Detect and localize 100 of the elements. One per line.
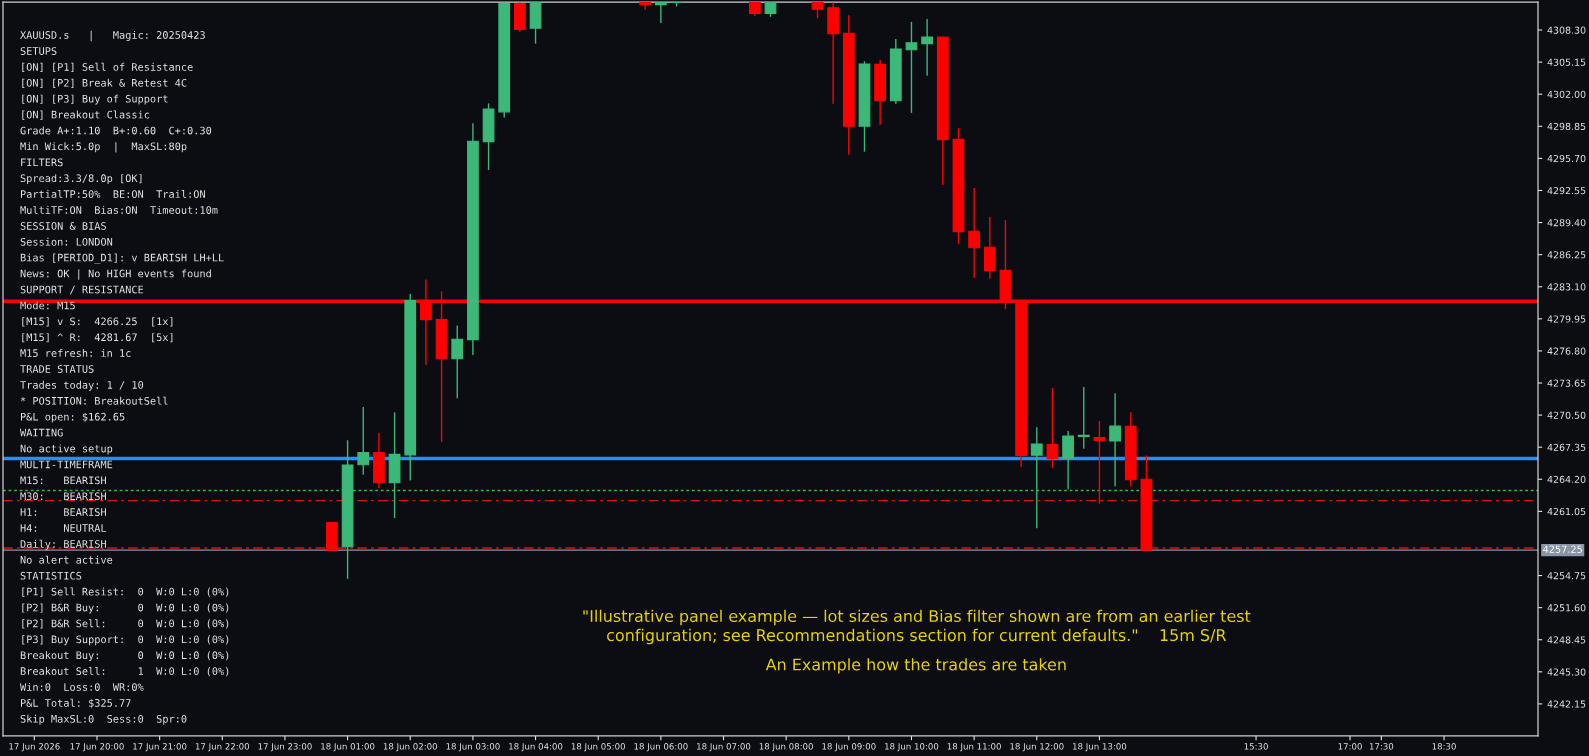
- annotation: WAITING: [20, 428, 63, 437]
- candlestick: [1046, 387, 1059, 469]
- annotation: P&L open: $162.65: [20, 412, 125, 423]
- x-tick-label: 18 Jun 09:00: [822, 743, 876, 752]
- x-tick-label: 18:30: [1432, 743, 1456, 750]
- annotation: [P1] Sell Resist: 0 W:0 L:0 (0%): [22, 587, 229, 597]
- annotation: PartialTP:50% BE:ON Trail:ON: [20, 190, 205, 199]
- annotation: News: OK | No HIGH events found: [20, 269, 211, 280]
- annotation: [P2] B&R Buy: 0 W:0 L:0 (0%): [22, 603, 229, 614]
- annotation: [ON] [P1] Sell of Resistance: [22, 62, 193, 73]
- y-tick-label: 4289.40: [1547, 219, 1586, 227]
- y-tick-label: 4264.20: [1547, 475, 1586, 483]
- text: "Illustrative panel example — lot sizes and Bias filter shown are from an earlier test configuration; see Recommendations section for current defaults." 15m S/R: [583, 609, 1251, 645]
- y-tick-label: 4279.95: [1547, 315, 1586, 323]
- y-tick-label: 4267.35: [1547, 443, 1586, 451]
- x-tick-label: 18 Jun 04:00: [509, 743, 563, 752]
- candlestick: [357, 406, 370, 476]
- x-tick-label: 18 Jun 11:00: [947, 743, 1001, 752]
- y-tick-label: 4261.05: [1547, 507, 1586, 516]
- y-tick-label: 4286.25: [1547, 251, 1586, 259]
- annotation: H4: NEUTRAL: [20, 524, 107, 532]
- annotation: Mode: M15: [20, 301, 75, 310]
- x-tick-label: 17:00: [1338, 743, 1362, 750]
- x-tick-label: 18 Jun 05:00: [571, 743, 625, 752]
- x-tick-label: 17 Jun 20:00: [70, 743, 124, 752]
- annotation: Spread:3.3/8.0p [OK]: [20, 174, 142, 185]
- y-tick-label: 4298.85: [1547, 122, 1586, 131]
- x-tick-label: 18 Jun 02:00: [383, 743, 438, 752]
- annotation: H1: BEARISH: [20, 508, 106, 517]
- annotation: Breakout Sell: 1 W:0 L:0 (0%): [20, 667, 229, 677]
- y-tick-label: 4302.00: [1547, 90, 1586, 98]
- candlestick: [921, 18, 934, 77]
- annotation: [ON] [P2] Break & Retest 4C: [22, 78, 187, 88]
- y-tick-label: 4283.10: [1547, 283, 1586, 291]
- candlestick: [1093, 420, 1106, 505]
- annotation: M15 refresh: in 1c: [20, 349, 131, 358]
- x-tick-label: 18 Jun 13:00: [1073, 743, 1127, 752]
- annotation: Breakout Buy: 0 W:0 L:0 (0%): [20, 651, 229, 662]
- annotation: Trades today: 1 / 10: [20, 380, 144, 391]
- y-tick-label: 4308.30: [1547, 26, 1586, 34]
- text: An Example how the trades are taken: [765, 658, 1066, 674]
- annotation: TRADE STATUS: [20, 365, 94, 373]
- x-tick-label: 18 Jun 01:00: [321, 743, 375, 752]
- annotation: M15: BEARISH: [20, 476, 106, 485]
- x-tick-label: 18 Jun 03:00: [446, 743, 500, 752]
- candlestick: [451, 324, 464, 399]
- annotation: XAUUSD.s | Magic: 20250423: [20, 30, 205, 42]
- annotation: SUPPORT / RESISTANCE: [20, 285, 144, 295]
- annotation: STATISTICS: [20, 571, 82, 580]
- candlestick: [1077, 386, 1090, 450]
- annotation: Session: LONDON: [20, 237, 113, 246]
- y-tick-label: 4242.15: [1547, 700, 1586, 708]
- y-tick-label: 4273.65: [1547, 379, 1586, 387]
- x-tick-label: 18 Jun 07:00: [697, 743, 751, 752]
- candlestick: [1109, 392, 1121, 487]
- annotation: FILTERS: [21, 158, 63, 167]
- candlestick: [654, 2, 667, 24]
- x-tick-label: 18 Jun 08:00: [759, 743, 813, 752]
- annotation: Win:0 Loss:0 WR:0%: [20, 682, 144, 691]
- y-tick-label: 4248.45: [1547, 636, 1586, 644]
- x-tick-label: 17 Jun 23:00: [258, 743, 312, 752]
- candlestick: [1030, 426, 1043, 529]
- annotation: [ON] [P3] Buy of Support: [22, 94, 168, 105]
- annotation: MULTI-TIMEFRAME: [20, 460, 113, 469]
- annotation: Bias [PERIOD_D1]: v BEARISH LH+LL: [20, 253, 224, 264]
- annotation: Grade A+:1.10 B+:0.60 C+:0.30: [20, 126, 212, 135]
- annotation: [M15] ^ R: 4281.67 [5x]: [22, 333, 173, 343]
- annotation: * POSITION: BreakoutSell: [20, 396, 168, 405]
- candlestick: [983, 216, 996, 280]
- annotation: No active setup: [20, 444, 113, 455]
- annotation: Daily: BEARISH: [20, 539, 106, 550]
- annotation: [P2] B&R Sell: 0 W:0 L:0 (0%): [22, 619, 229, 629]
- annotation: SETUPS: [20, 47, 57, 55]
- candlestick: [905, 21, 918, 114]
- ref-line-label: 4257.25: [1543, 545, 1582, 553]
- x-tick-label: 17 Jun 21:00: [133, 743, 187, 752]
- annotation: Skip MaxSL:0 Sess:0 Spr:0: [20, 714, 187, 725]
- x-tick-label: 18 Jun 06:00: [634, 743, 688, 752]
- y-tick-label: 4276.80: [1547, 347, 1586, 355]
- annotation: Min Wick:5.0p | MaxSL:80p: [20, 142, 187, 153]
- candlestick: [639, 2, 652, 11]
- y-tick-label: 4292.55: [1547, 187, 1586, 195]
- y-tick-label: 4295.70: [1547, 154, 1586, 163]
- y-tick-label: 4305.15: [1547, 58, 1586, 66]
- y-tick-label: 4251.60: [1547, 604, 1586, 612]
- annotation: P&L Total: $325.77: [20, 698, 131, 709]
- y-tick-label: 4245.30: [1547, 668, 1586, 676]
- x-tick-label: 18 Jun 12:00: [1010, 743, 1064, 752]
- candlestick: [1062, 430, 1074, 490]
- x-tick-label: 15:30: [1244, 743, 1268, 750]
- annotation: [ON] Breakout Classic: [22, 110, 150, 120]
- candlestick: [968, 187, 981, 279]
- y-tick-label: 4254.75: [1547, 572, 1586, 580]
- annotation: MultiTF:ON Bias:ON Timeout:10m: [20, 205, 218, 214]
- annotation: SESSION & BIAS: [20, 222, 106, 230]
- x-tick-label: 18 Jun 10:00: [885, 743, 939, 752]
- annotation: No alert active: [20, 555, 113, 564]
- x-tick-label: 17:30: [1369, 743, 1394, 750]
- y-tick-label: 4270.50: [1547, 411, 1586, 419]
- x-tick-label: 17 Jun 2026: [9, 743, 60, 752]
